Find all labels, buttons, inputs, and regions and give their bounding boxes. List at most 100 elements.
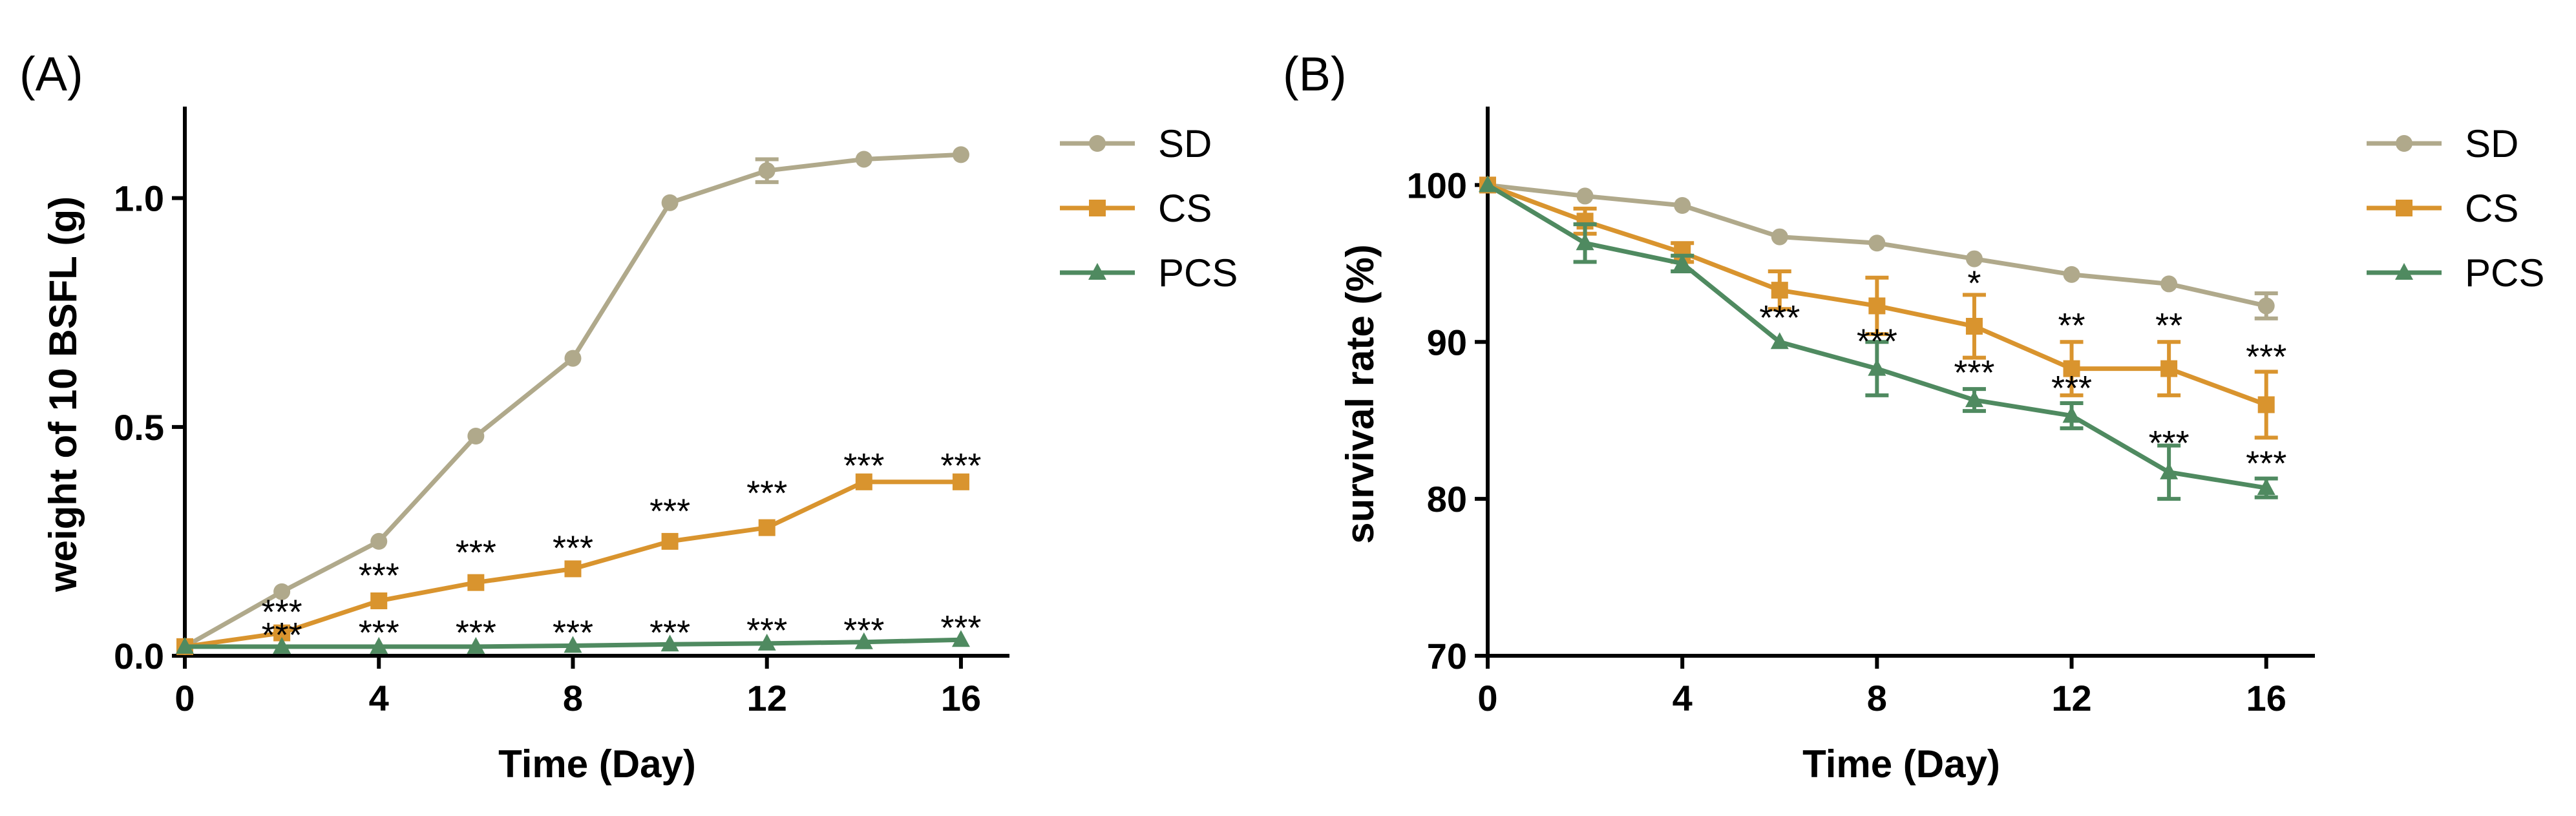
x-tick-label: 12 xyxy=(2051,678,2091,718)
data-point-pcs xyxy=(757,633,776,651)
legend-label: SD xyxy=(1158,122,1212,165)
data-point-sd xyxy=(661,194,679,211)
significance-label: *** xyxy=(262,616,302,654)
legend-item-cs: CS xyxy=(2367,187,2518,230)
legend-label: PCS xyxy=(1158,251,1238,295)
x-tick-label: 0 xyxy=(174,678,195,718)
significance-label: *** xyxy=(2246,445,2286,483)
data-point-sd xyxy=(2063,266,2080,283)
legend-marker xyxy=(1089,135,1106,152)
y-tick-label: 90 xyxy=(1427,322,1467,362)
legend-label: PCS xyxy=(2465,251,2544,295)
significance-label: *** xyxy=(940,446,981,485)
data-point-sd xyxy=(1868,235,1886,252)
y-tick-label: 0.0 xyxy=(114,636,164,676)
x-tick-label: 4 xyxy=(369,678,389,718)
data-point-pcs xyxy=(1770,332,1789,350)
significance-label: ** xyxy=(2058,306,2085,345)
legend-item-pcs: PCS xyxy=(2367,251,2544,295)
x-tick-label: 16 xyxy=(2246,678,2286,718)
data-point-pcs xyxy=(370,636,388,654)
significance-label: *** xyxy=(553,613,593,652)
significance-label: *** xyxy=(1759,298,1800,337)
series-pcs xyxy=(1479,175,2278,501)
x-axis-title: Time (Day) xyxy=(1802,742,2000,786)
legend-label: CS xyxy=(1158,187,1212,230)
x-tick-label: 0 xyxy=(1477,678,1497,718)
data-point-pcs xyxy=(854,632,873,649)
y-tick-label: 80 xyxy=(1427,479,1467,519)
significance-label: *** xyxy=(359,556,399,595)
data-point-pcs xyxy=(176,636,194,654)
legend-label: SD xyxy=(2465,122,2518,165)
data-point-cs xyxy=(2257,396,2275,413)
data-point-pcs xyxy=(1576,233,1594,251)
series-cs xyxy=(176,473,969,655)
data-point-cs xyxy=(758,519,776,536)
data-point-pcs xyxy=(2062,406,2081,423)
legend-item-sd: SD xyxy=(2367,122,2518,165)
data-point-sd xyxy=(1674,197,1691,214)
significance-label: *** xyxy=(553,528,593,567)
data-point-sd xyxy=(1576,187,1594,205)
data-point-sd xyxy=(855,151,872,168)
data-point-sd xyxy=(370,532,388,550)
series-sd xyxy=(176,146,969,655)
significance-label: *** xyxy=(359,613,399,652)
data-point-cs xyxy=(952,473,969,490)
significance-label: *** xyxy=(746,474,787,512)
data-point-pcs xyxy=(1965,390,1983,408)
significance-label: *** xyxy=(2149,424,2190,463)
significance-label: *** xyxy=(2051,369,2092,408)
significance-label: *** xyxy=(262,592,302,631)
legend-item-sd: SD xyxy=(1060,122,1212,165)
x-tick-label: 4 xyxy=(1673,678,1693,718)
significance-label: *** xyxy=(456,533,496,572)
y-tick-label: 70 xyxy=(1427,636,1467,676)
data-point-cs xyxy=(467,574,485,591)
data-point-pcs xyxy=(1673,253,1692,271)
legend-marker xyxy=(2396,135,2412,152)
significance-label: *** xyxy=(1857,322,1897,361)
data-point-sd xyxy=(2257,297,2275,315)
y-tick-label: 1.0 xyxy=(114,178,164,219)
data-point-cs xyxy=(1771,282,1788,299)
legend-marker xyxy=(1089,200,1106,216)
data-point-cs xyxy=(2160,360,2178,377)
series-cs xyxy=(1479,176,2278,440)
x-axis-title: Time (Day) xyxy=(498,742,696,786)
data-point-pcs xyxy=(1868,359,1886,376)
data-point-pcs xyxy=(2257,478,2275,496)
legend-marker xyxy=(1088,263,1106,280)
data-point-sd xyxy=(467,428,485,445)
data-point-cs xyxy=(855,473,872,490)
data-point-pcs xyxy=(273,636,291,654)
data-point-cs xyxy=(1868,297,1886,315)
y-axis-title: survival rate (%) xyxy=(1338,244,1382,544)
data-point-pcs xyxy=(1479,175,1497,193)
significance-label: *** xyxy=(2246,338,2286,377)
panel-a: (A) 0 4 8 12 16 0.0 0.5 1.0 Time (Day) weight of 1… xyxy=(19,47,1238,786)
data-point-pcs xyxy=(467,636,485,654)
data-point-sd xyxy=(758,162,776,180)
data-point-cs xyxy=(1965,318,1983,335)
data-point-pcs xyxy=(2160,462,2179,479)
x-tick-label: 8 xyxy=(1867,678,1887,718)
data-point-sd xyxy=(1771,228,1788,246)
significance-label: *** xyxy=(1954,353,1994,392)
significance-label: *** xyxy=(843,611,884,650)
x-tick-label: 16 xyxy=(941,678,981,718)
data-point-sd xyxy=(1965,250,1983,267)
significance-label: *** xyxy=(649,492,690,531)
x-tick-label: 12 xyxy=(747,678,787,718)
significance-label: *** xyxy=(456,613,496,652)
data-point-pcs xyxy=(951,630,970,647)
significance-label: *** xyxy=(843,446,884,485)
data-point-cs xyxy=(661,532,679,550)
data-point-pcs xyxy=(660,634,679,652)
y-tick-label: 100 xyxy=(1407,165,1467,205)
legend-item-cs: CS xyxy=(1060,187,1212,230)
data-point-sd xyxy=(952,146,969,163)
data-point-cs xyxy=(564,560,582,578)
